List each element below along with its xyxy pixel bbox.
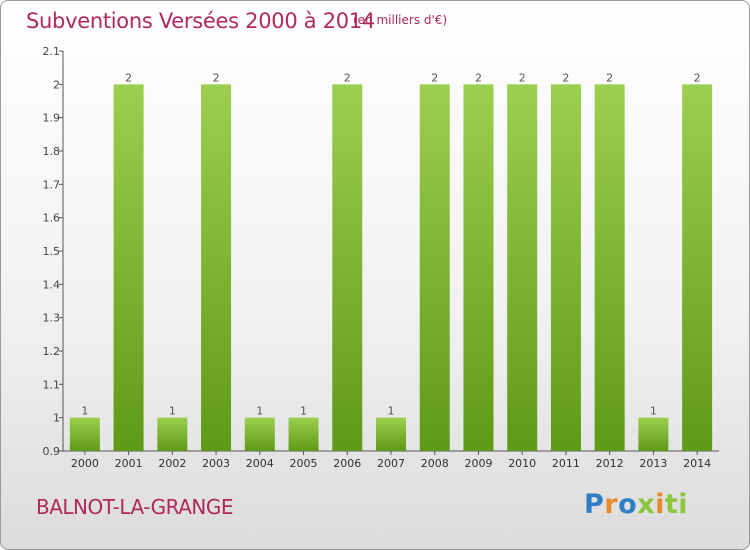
x-tick-label: 2008 [421, 457, 449, 470]
data-label: 2 [475, 71, 482, 84]
bar [201, 84, 232, 451]
y-tick-label: 1.6 [43, 212, 61, 225]
bar [244, 417, 275, 451]
data-label: 2 [344, 71, 351, 84]
data-label: 2 [694, 71, 701, 84]
logo-letter: o [618, 489, 638, 520]
y-tick-label: 1.7 [43, 178, 61, 191]
x-tick-label: 2000 [71, 457, 99, 470]
y-tick-label: 1.1 [43, 378, 61, 391]
data-label: 1 [81, 405, 88, 418]
y-tick-label: 1.2 [43, 345, 61, 358]
bar [682, 84, 713, 451]
x-tick-label: 2012 [596, 457, 624, 470]
data-label: 2 [562, 71, 569, 84]
data-label: 1 [300, 405, 307, 418]
commune-name: BALNOT-LA-GRANGE [36, 495, 234, 519]
x-tick-label: 2003 [202, 457, 230, 470]
logo-letter: x [637, 489, 656, 520]
data-label: 1 [388, 405, 395, 418]
x-tick-label: 2011 [552, 457, 580, 470]
y-tick-label: 0.9 [43, 445, 61, 458]
bars-group [69, 84, 713, 451]
bar [288, 417, 319, 451]
y-tick-label: 1.4 [43, 278, 61, 291]
logo-letter: r [604, 489, 619, 520]
x-tick-label: 2013 [639, 457, 667, 470]
bar [376, 417, 406, 451]
data-label: 1 [650, 405, 657, 418]
x-tick-label: 2010 [508, 457, 536, 470]
bar [419, 84, 450, 451]
x-tick-label: 2005 [290, 457, 318, 470]
y-tick-label: 1.8 [43, 145, 61, 158]
bar [157, 417, 188, 451]
y-axis: 0.9 1 1.1 1.2 1.3 1.4 1.5 1.6 1.7 1.8 1.9 2 2.1 [43, 45, 64, 458]
bar [550, 84, 581, 451]
bar [638, 417, 669, 451]
x-tick-label: 2009 [464, 457, 492, 470]
logo-letter: P [584, 489, 605, 520]
x-tick-label: 2007 [377, 457, 405, 470]
y-tick-label: 2 [53, 78, 60, 91]
data-label: 2 [606, 71, 613, 84]
data-label: 2 [213, 71, 220, 84]
data-label: 2 [519, 71, 526, 84]
chart-title: Subventions Versées 2000 à 2014 [26, 9, 375, 33]
x-tick-label: 2004 [246, 457, 274, 470]
y-tick-label: 2.1 [43, 45, 61, 58]
data-label: 1 [169, 405, 176, 418]
logo-letter: ti [664, 489, 689, 520]
bar [463, 84, 494, 451]
bar [69, 417, 100, 451]
x-tick-label: 2014 [683, 457, 711, 470]
logo-letter: i [655, 489, 665, 520]
y-tick-label: 1 [53, 412, 60, 425]
data-label: 2 [431, 71, 438, 84]
y-tick-label: 1.5 [43, 245, 61, 258]
bar [594, 84, 625, 451]
x-tick-label: 2002 [158, 457, 186, 470]
x-axis: 2000 2001 2002 2003 2004 2005 2006 2007 2008 2009… [63, 450, 719, 470]
x-tick-label: 2001 [115, 457, 143, 470]
data-label: 1 [256, 405, 263, 418]
bar [113, 84, 144, 451]
y-tick-label: 1.3 [43, 312, 61, 325]
chart-unit: (en milliers d'€) [353, 13, 448, 27]
data-label: 2 [125, 71, 132, 84]
data-labels-group: 1 2 1 2 1 1 2 1 2 2 2 2 2 1 2 [81, 71, 700, 417]
x-tick-label: 2006 [333, 457, 361, 470]
proxiti-logo: Proxiti [584, 489, 688, 520]
bar [332, 84, 363, 451]
y-tick-label: 1.9 [43, 112, 61, 125]
bar [507, 84, 538, 451]
